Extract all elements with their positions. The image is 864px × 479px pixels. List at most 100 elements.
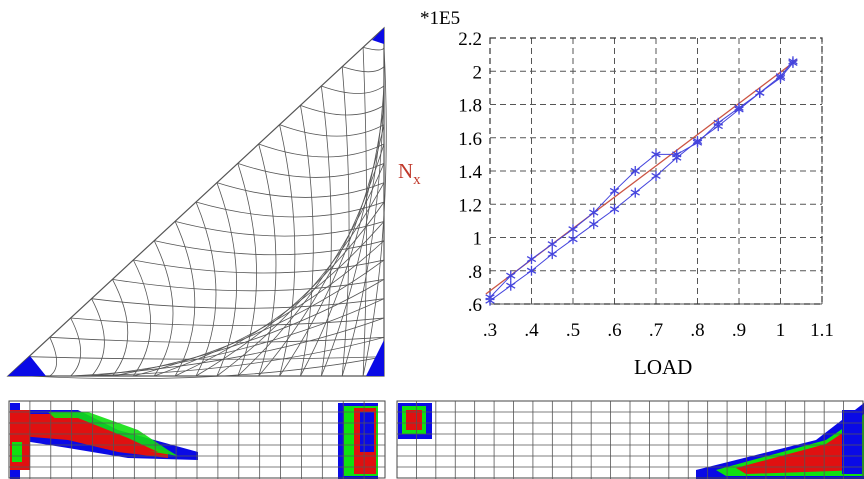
y-tick-label: 2 [473,62,483,83]
series-1-point [506,270,516,281]
mesh-line [91,298,385,309]
corner-marker-bottom-left [8,356,46,376]
x-tick-label: 1.1 [810,320,834,341]
corner-marker-bottom-right [366,340,384,376]
series-1-point [651,149,661,160]
series-1-point [589,207,599,218]
x-tick-label: .8 [690,320,704,341]
mesh-line [341,66,350,377]
series-2-point [568,234,578,245]
mesh-line [133,259,385,274]
mesh-line [132,259,152,377]
mesh-line [70,317,81,377]
mesh-line [216,182,237,377]
y-tick-label: 1.4 [458,162,482,183]
mesh-line [175,220,385,237]
series-2-point [547,249,557,260]
mesh-line [216,182,385,198]
x-tick-label: .4 [524,320,539,341]
mesh-line [279,124,385,137]
mesh-line [300,105,314,377]
mesh-line [258,143,277,377]
mesh-line [237,163,385,377]
mesh-line [320,85,332,377]
mesh-line [112,278,385,377]
y-tick-label: 1.6 [458,129,482,150]
mesh-line [133,259,385,377]
series-1-point [609,185,620,196]
series-2-point [485,295,495,306]
y-axis-title-main: N [398,159,413,183]
mesh-line [28,356,385,360]
x-axis-title: LOAD [634,355,692,379]
plot-frame [489,37,823,305]
series-1-line [489,60,794,298]
x-tick-label: 1 [776,320,786,341]
series-2-point [755,87,765,98]
triangle-mesh-figure [6,26,387,380]
mesh-line [153,240,174,377]
y-axis-title-subscript: x [413,172,421,188]
mesh-line [300,104,385,116]
mesh-line [279,124,385,377]
mesh-line [70,317,385,326]
mesh-grid [6,26,387,380]
series-2-point [630,187,640,198]
chart-tick-labels: .3 .4 .5 .6 .7 .8 .9 1 1.1 .6 .8 1 1.2 1.4 1.6 1.8 2 2.2 [458,29,834,341]
mesh-line [216,182,385,377]
mesh-line [363,46,385,51]
mesh-line [91,298,385,377]
mesh-line [28,356,385,380]
mesh-line [321,85,385,94]
mesh-line [112,279,129,377]
y-axis-multiplier: *1E5 [420,8,460,29]
x-tick-label: .9 [732,320,746,341]
series-1-point [630,166,640,176]
series-1-point [547,239,557,250]
strip-right-fills [398,403,864,479]
series-2-point [506,280,516,291]
stress-strip-left [8,400,386,479]
y-tick-label: .6 [468,295,482,316]
y-axis-title: Nx [398,159,421,188]
mesh-line [342,66,385,73]
x-tick-label: .7 [649,320,663,341]
mesh-line [258,143,385,158]
y-tick-label: 2.2 [458,29,482,50]
strip-left-fills [10,403,378,479]
y-tick-label: 1.8 [458,96,482,117]
corner-marker-top [372,28,384,44]
nx-load-chart: .3.4.5.6.7.8.9 1 1.1.6.811.21.41.61.822.2 … [398,8,834,379]
y-tick-label: .8 [468,262,482,283]
mesh-line [174,221,196,377]
series-2-point [775,72,786,83]
series-1-point [568,224,578,235]
mesh-line [195,201,217,377]
mesh-line [258,143,385,377]
strip-left-grid [8,400,386,479]
mesh-line [300,105,385,377]
x-tick-label: .6 [607,320,621,341]
y-tick-label: 1 [473,229,483,250]
series-2-point [672,152,682,163]
series-2-point [526,265,537,276]
mesh-line [49,336,385,343]
stress-strip-right [396,400,864,479]
series-2-point [589,219,599,230]
mesh-line [195,201,385,377]
mesh-line [237,162,385,178]
chart-grid [489,37,823,305]
series-2-point [651,170,661,181]
mesh-line [362,47,387,377]
mesh-line [112,278,385,292]
series-2-point [734,104,744,115]
mesh-line [341,66,385,377]
mesh-line [362,47,367,377]
mesh-line [279,124,296,377]
series-2-point [713,121,723,132]
series-2-point [788,57,798,68]
series-2-line [489,62,794,302]
mesh-line [154,240,385,377]
y-tick-label: 1.2 [458,195,482,216]
mesh-line [91,298,105,377]
